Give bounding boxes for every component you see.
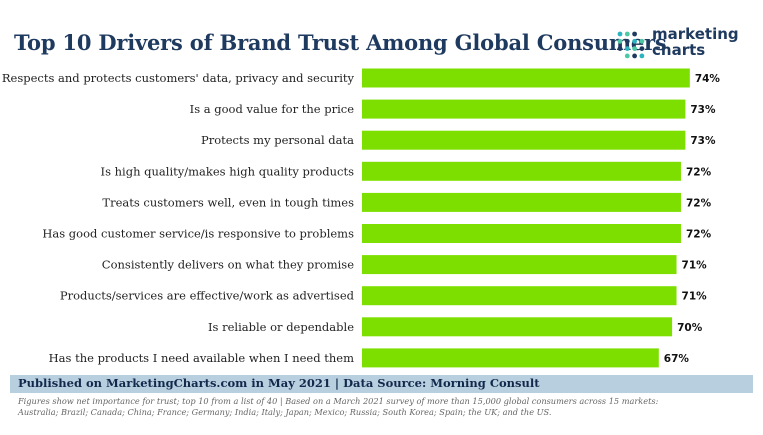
value-label: 72% [686,166,712,178]
category-label: Respects and protects customers' data, p… [2,71,355,85]
category-label: Has good customer service/is responsive … [42,227,354,241]
value-label: 71% [682,260,708,272]
source-band: Published on MarketingCharts.com in May … [10,375,753,393]
logo-dot [639,38,645,44]
chart-notes: Figures show net importance for trust; t… [18,396,753,418]
bar [362,317,673,337]
bar-chart-svg: Respects and protects customers' data, p… [2,68,721,368]
marketingcharts-logo: marketing charts [612,26,762,62]
category-label: Is reliable or dependable [208,320,354,334]
category-label: Is high quality/makes high quality produ… [101,164,355,178]
source-text: Published on MarketingCharts.com in May … [18,376,540,390]
logo-dot [632,53,637,59]
value-label: 72% [686,229,712,241]
value-label: 73% [690,135,716,147]
logo-dot [617,46,623,51]
note-line-1: Figures show net importance for trust; t… [18,396,659,406]
logo-dot [624,53,630,59]
category-label: Has the products I need available when I… [49,351,354,365]
logo-dot [632,31,637,37]
logo-dot [639,53,645,59]
category-label: Consistently delivers on what they promi… [102,258,354,272]
bar [362,130,686,150]
logo-dot [632,46,637,51]
logo-line-2: charts [652,41,706,59]
bar [362,192,681,212]
bar [362,99,686,119]
value-label: 67% [664,353,690,365]
bar-chart: Respects and protects customers' data, p… [0,62,763,372]
logo-dot [624,46,630,51]
bar [362,348,659,368]
logo-dots-icon [617,31,645,59]
bar [362,161,681,181]
bar [362,68,690,88]
chart-title: Top 10 Drivers of Brand Trust Among Glob… [14,30,667,55]
value-label: 73% [690,104,716,116]
category-label: Treats customers well, even in tough tim… [102,195,354,209]
logo-dot [617,38,623,44]
logo-line-1: marketing [652,25,739,43]
value-label: 70% [677,322,703,334]
category-label: Is a good value for the price [190,102,355,116]
value-label: 74% [695,73,721,85]
bar [362,224,681,243]
category-label: Protects my personal data [201,133,354,147]
note-line-2: Australia; Brazil; Canada; China; France… [18,407,552,417]
value-label: 71% [682,291,708,303]
bar [362,255,677,275]
value-label: 72% [686,197,712,209]
bar [362,286,677,306]
logo-dot [632,38,637,44]
category-label: Products/services are effective/work as … [60,289,355,303]
logo-dot [617,31,623,37]
logo-dot [624,38,630,44]
logo-dot [624,31,630,37]
logo-text: marketing charts [652,26,739,58]
logo-dot [639,46,645,51]
